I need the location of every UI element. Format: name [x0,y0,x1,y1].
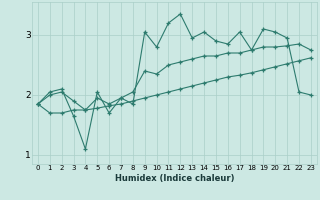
X-axis label: Humidex (Indice chaleur): Humidex (Indice chaleur) [115,174,234,183]
